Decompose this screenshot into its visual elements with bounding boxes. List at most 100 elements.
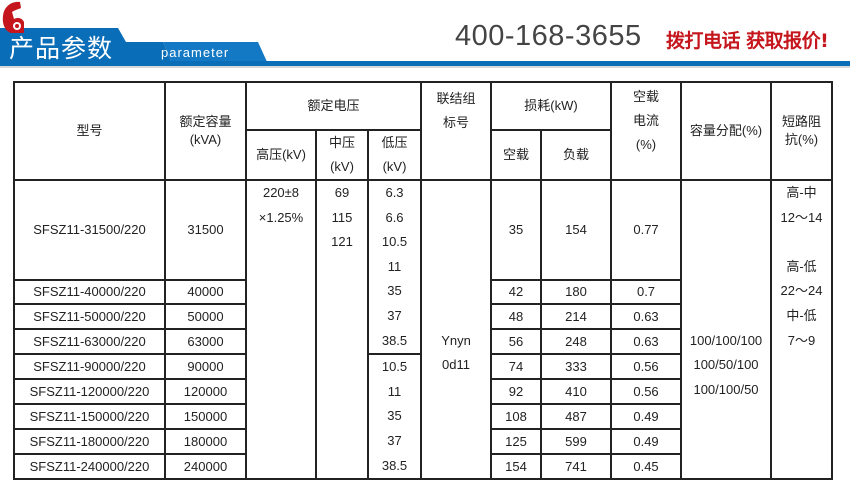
vector-line: 0d11	[442, 357, 470, 373]
header-lv-unit: (kV)	[382, 159, 407, 174]
cell-no-load-current: 0.63	[610, 328, 683, 356]
cell-no-load-current: 0.77	[610, 179, 683, 281]
header-capacity-unit: (kVA)	[189, 132, 222, 147]
cell-no-load-current: 0.56	[610, 353, 683, 381]
header-mv-label: 中压	[328, 135, 355, 150]
cell-no-load-current: 0.45	[610, 453, 683, 481]
cell-hv: 220±8 ×1.25%	[245, 178, 317, 481]
cell-no-load-loss: 154	[490, 453, 543, 481]
lv-line: 35	[387, 283, 402, 299]
cell-model: SFSZ11-63000/220	[13, 328, 166, 356]
table-row: SFSZ11-31500/220 31500 220±8 ×1.25% 69 115 1…	[13, 178, 834, 481]
table-row: SFSZ11-180000/220 180000 125 599 0.49	[13, 428, 832, 456]
cell-no-load-loss: 56	[490, 328, 543, 356]
cell-load-loss: 599	[540, 428, 613, 456]
header-current-unit: (%)	[635, 137, 657, 152]
cell-model: SFSZ11-50000/220	[13, 303, 166, 331]
cell-no-load-current: 0.63	[610, 303, 683, 331]
cell-distribution: 100/100/100 100/50/100 100/100/50	[680, 178, 773, 481]
header-model: 型号	[13, 81, 166, 181]
cell-lv-group2: 10.5 11 35 37 38.5	[366, 353, 423, 481]
cell-no-load-loss: 125	[490, 428, 543, 456]
cell-vector-group: Ynyn 0d11	[420, 178, 493, 481]
lv-line: 10.5	[381, 234, 408, 250]
phone-number: 400-168-3655	[455, 20, 642, 52]
header-impedance-unit: 抗(%)	[784, 132, 819, 147]
cell-load-loss: 333	[540, 353, 613, 381]
header-vector-label: 联结组	[436, 91, 476, 106]
lv-line: 37	[387, 307, 402, 323]
cell-model: SFSZ11-120000/220	[13, 378, 166, 406]
hv-line: ×1.25%	[258, 209, 304, 225]
parameter-table: 型号 额定容量 (kVA) 额定电压 联结组 标号 损耗(kW) 空载 电流 (%) 容…	[13, 81, 834, 481]
cell-no-load-loss: 42	[490, 278, 543, 306]
distribution-line: 100/50/100	[693, 357, 759, 373]
cell-no-load-current: 0.49	[610, 428, 683, 456]
lv-line: 10.5	[381, 359, 408, 375]
table-row: SFSZ11-150000/220 150000 108 487 0.49	[13, 403, 832, 431]
lv-line: 6.3	[385, 185, 404, 200]
cell-no-load-loss: 74	[490, 353, 543, 381]
cell-no-load-loss: 92	[490, 378, 543, 406]
impedance-line: 高-中	[786, 185, 817, 200]
mv-line: 69	[334, 185, 350, 200]
header-current-label: 空载	[633, 89, 660, 104]
cell-no-load-current: 0.7	[610, 278, 683, 306]
cell-lv-group1: 6.3 6.6 10.5 11 35 37 38.5	[366, 178, 423, 356]
cell-model: SFSZ11-150000/220	[13, 403, 166, 431]
header-mv-unit: (kV)	[330, 159, 354, 174]
table-row: SFSZ11-50000/220 50000 48 214 0.63	[13, 303, 832, 331]
call-to-action: 拨打电话 获取报价!	[666, 30, 829, 52]
mv-line: 121	[331, 234, 353, 250]
section-title: 产品参数	[9, 34, 114, 63]
header-current-label2: 电流	[633, 113, 660, 128]
cell-capacity: 31500	[164, 179, 247, 281]
header-vector-label2: 标号	[443, 115, 470, 130]
impedance-line: 中-低	[786, 307, 817, 323]
header-no-load-current: 空载电流 (%)	[610, 81, 683, 181]
header-lv: 低压 (kV)	[366, 129, 423, 181]
lv-line: 37	[387, 432, 402, 448]
lv-line: 11	[387, 383, 402, 399]
table-row: SFSZ11-40000/220 40000 42 180 0.7	[13, 278, 832, 306]
table-row: SFSZ11-90000/220 90000 10.5 11 35 37 38.5 74 3…	[13, 353, 832, 481]
cell-load-loss: 741	[540, 453, 613, 481]
impedance-line: 22～24	[780, 283, 823, 299]
header-capacity-label: 额定容量	[179, 114, 232, 129]
header-impedance-label: 短路阻	[782, 114, 822, 129]
header-loss: 损耗(kW)	[490, 81, 613, 131]
table-row: SFSZ11-120000/220 120000 92 410 0.56	[13, 378, 832, 406]
header-voltage: 额定电压	[244, 81, 423, 131]
cell-model: SFSZ11-180000/220	[13, 428, 166, 456]
header-capacity: 额定容量 (kVA)	[164, 81, 247, 181]
cell-load-loss: 410	[540, 378, 613, 406]
cell-no-load-current: 0.49	[610, 403, 683, 431]
distribution-line: 100/100/100	[689, 332, 763, 348]
cell-no-load-loss: 48	[490, 303, 543, 331]
hv-line: 220±8	[262, 185, 300, 200]
header-mv: 中压 (kV)	[315, 129, 369, 181]
header-load-loss: 负载	[540, 129, 613, 181]
header-impedance: 短路阻抗(%)	[770, 81, 834, 181]
cell-load-loss: 487	[540, 403, 613, 431]
cell-capacity: 120000	[164, 378, 247, 406]
cell-capacity: 40000	[164, 278, 247, 306]
cell-load-loss: 248	[540, 328, 613, 356]
impedance-line	[772, 230, 831, 255]
cell-capacity: 240000	[164, 453, 247, 481]
cell-model: SFSZ11-90000/220	[13, 353, 166, 381]
lv-line: 38.5	[381, 332, 408, 348]
header-distribution: 容量分配(%)	[680, 81, 773, 181]
impedance-line: 12～14	[780, 209, 823, 225]
cell-model: SFSZ11-40000/220	[13, 278, 166, 306]
cell-impedance: 高-中 12～14 高-低 22～24 中-低 7～9	[770, 178, 834, 481]
cell-no-load-loss: 108	[490, 403, 543, 431]
header-no-load-loss: 空载	[490, 129, 543, 181]
cell-load-loss: 180	[540, 278, 613, 306]
vector-line: Ynyn	[441, 332, 471, 348]
cell-capacity: 63000	[164, 328, 247, 356]
header-hv: 高压(kV)	[245, 129, 317, 181]
cell-load-loss: 214	[540, 303, 613, 331]
mv-line: 115	[331, 209, 353, 225]
distribution-line: 100/100/50	[693, 381, 759, 397]
